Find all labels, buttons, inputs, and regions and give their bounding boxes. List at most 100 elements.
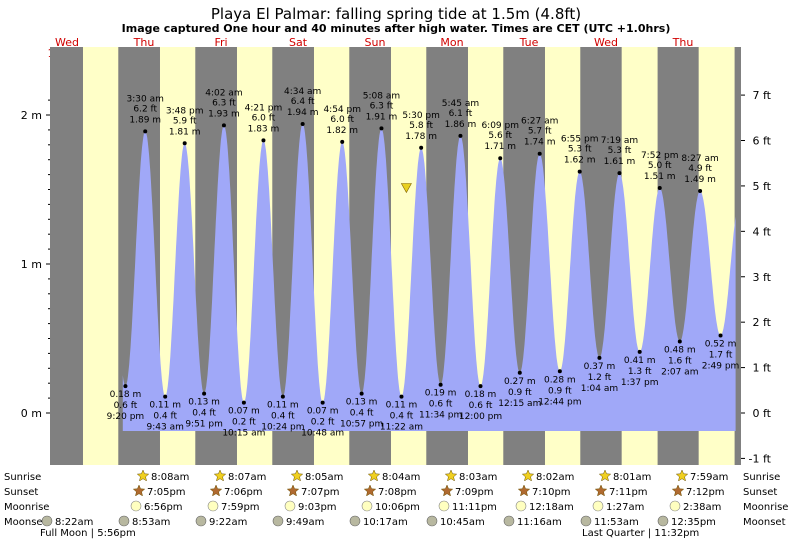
low-tide-feet: 0.4 ft (350, 409, 374, 419)
low-tide-point (478, 384, 483, 389)
high-tide-feet: 6.3 ft (370, 101, 394, 111)
moonrise-time: 11:11pm (452, 502, 497, 513)
moonrise-time: 12:18am (529, 502, 574, 513)
high-tide-point (657, 186, 662, 191)
right-tick-label: 3 ft (753, 271, 772, 284)
moonset-time: 9:49am (286, 517, 324, 528)
low-tide-feet: 1.2 ft (588, 373, 612, 383)
high-tide-point (458, 133, 463, 138)
high-tide-feet: 6.3 ft (212, 98, 236, 108)
low-tide-time: 2:07 am (661, 367, 698, 377)
sunset-icon (517, 484, 531, 497)
sunset-icon (440, 484, 454, 497)
low-tide-point (163, 394, 168, 399)
high-tide-point (498, 156, 503, 161)
moonset-time: 11:53am (594, 517, 639, 528)
high-tide-time: 4:02 am (205, 88, 242, 98)
low-tide-feet: 0.9 ft (508, 388, 532, 398)
high-tide-metres: 1.61 m (604, 157, 636, 167)
moonset-icon (272, 515, 284, 527)
low-tide-point (718, 333, 723, 338)
left-tick-label: 1 m (21, 258, 42, 271)
row-label-right: Sunrise (743, 472, 780, 483)
low-tide-time: 9:51 pm (185, 420, 223, 430)
sunset-time: 7:07pm (301, 487, 340, 498)
moonset-icon (41, 515, 53, 527)
high-tide-point (261, 138, 266, 143)
day-weekday: Sun (365, 36, 386, 49)
sunrise-time: 8:03am (459, 472, 497, 483)
sunrise-icon (367, 469, 381, 482)
left-tick-label: 0 m (21, 407, 42, 420)
sunset-icon (209, 484, 223, 497)
low-tide-time: 9:43 am (147, 423, 184, 433)
low-tide-metres: 0.19 m (425, 389, 457, 399)
right-tick-label: 2 ft (753, 316, 772, 329)
low-tide-point (123, 384, 128, 389)
moonset-time: 10:17am (363, 517, 408, 528)
astronomy-rows: Sunrise Sunrise Sunset Sunset Moonrise Moonri… (4, 469, 788, 539)
row-label-right: Sunset (743, 487, 777, 498)
low-tide-time: 12:00 pm (459, 412, 502, 422)
low-tide-point (637, 349, 642, 354)
low-tide-metres: 0.07 m (228, 407, 260, 417)
high-tide-feet: 5.8 ft (409, 121, 433, 131)
day-weekday: Wed (594, 36, 618, 49)
sunrise-icon (290, 469, 304, 482)
low-tide-point (597, 355, 602, 360)
high-tide-metres: 1.82 m (326, 126, 358, 136)
sunset-icon (363, 484, 377, 497)
high-tide-metres: 1.89 m (129, 115, 161, 125)
moonset-time: 12:35pm (671, 517, 716, 528)
sunset-icon (132, 484, 146, 497)
moonrise-time: 9:03pm (298, 502, 337, 513)
current-level-triangle (400, 183, 412, 194)
low-tide-metres: 0.13 m (188, 398, 220, 408)
tide-extrema: 3:30 am6.2 ft1.89 m 3:48 pm5.9 ft1.81 m 4:… (107, 87, 740, 439)
high-tide-time: 4:54 pm (323, 105, 361, 115)
low-tide-feet: 0.2 ft (232, 418, 256, 428)
high-tide-feet: 6.4 ft (291, 97, 315, 107)
low-tide-feet: 0.2 ft (311, 418, 335, 428)
low-tide-metres: 0.28 m (544, 375, 576, 385)
high-tide-point (537, 151, 542, 156)
day-weekday: Fri (214, 36, 227, 49)
moonset-icon (580, 515, 592, 527)
low-tide-time: 11:34 pm (419, 411, 462, 421)
day-weekday: Sat (289, 36, 308, 49)
high-tide-feet: 5.3 ft (608, 146, 632, 156)
sunrise-time: 8:01am (613, 472, 651, 483)
high-tide-point (419, 145, 424, 150)
current-level-marker (400, 183, 412, 194)
high-tide-time: 4:21 pm (245, 103, 283, 113)
day-weekday: Thu (672, 36, 694, 49)
chart-title: Playa El Palmar: falling spring tide at … (211, 5, 581, 23)
low-tide-time: 10:15 am (222, 429, 265, 439)
right-tick-label: -1 ft (749, 452, 772, 465)
high-tide-metres: 1.93 m (208, 109, 240, 119)
sunrise-icon (598, 469, 612, 482)
moonset-icon (426, 515, 438, 527)
high-tide-feet: 5.7 ft (528, 127, 552, 137)
sunset-time: 7:06pm (224, 487, 263, 498)
high-tide-feet: 5.3 ft (568, 145, 592, 155)
day-weekday: Wed (55, 36, 79, 49)
moonrise-icon (130, 500, 142, 512)
low-tide-feet: 0.9 ft (548, 386, 572, 396)
sunset-icon (594, 484, 608, 497)
moonrise-icon (669, 500, 681, 512)
high-tide-time: 5:30 pm (402, 111, 440, 121)
low-tide-point (399, 394, 404, 399)
low-tide-time: 2:49 pm (702, 362, 740, 372)
sunrise-time: 8:07am (228, 472, 266, 483)
high-tide-metres: 1.71 m (484, 142, 516, 152)
high-tide-feet: 5.0 ft (648, 161, 672, 171)
low-tide-time: 1:37 pm (621, 378, 659, 388)
high-tide-point (379, 126, 384, 131)
sunset-time: 7:05pm (147, 487, 186, 498)
moonrise-icon (515, 500, 527, 512)
sunset-icon (286, 484, 300, 497)
chart-subtitle: Image captured One hour and 40 minutes a… (122, 22, 671, 35)
high-tide-feet: 5.9 ft (173, 116, 197, 126)
moonrise-icon (207, 500, 219, 512)
